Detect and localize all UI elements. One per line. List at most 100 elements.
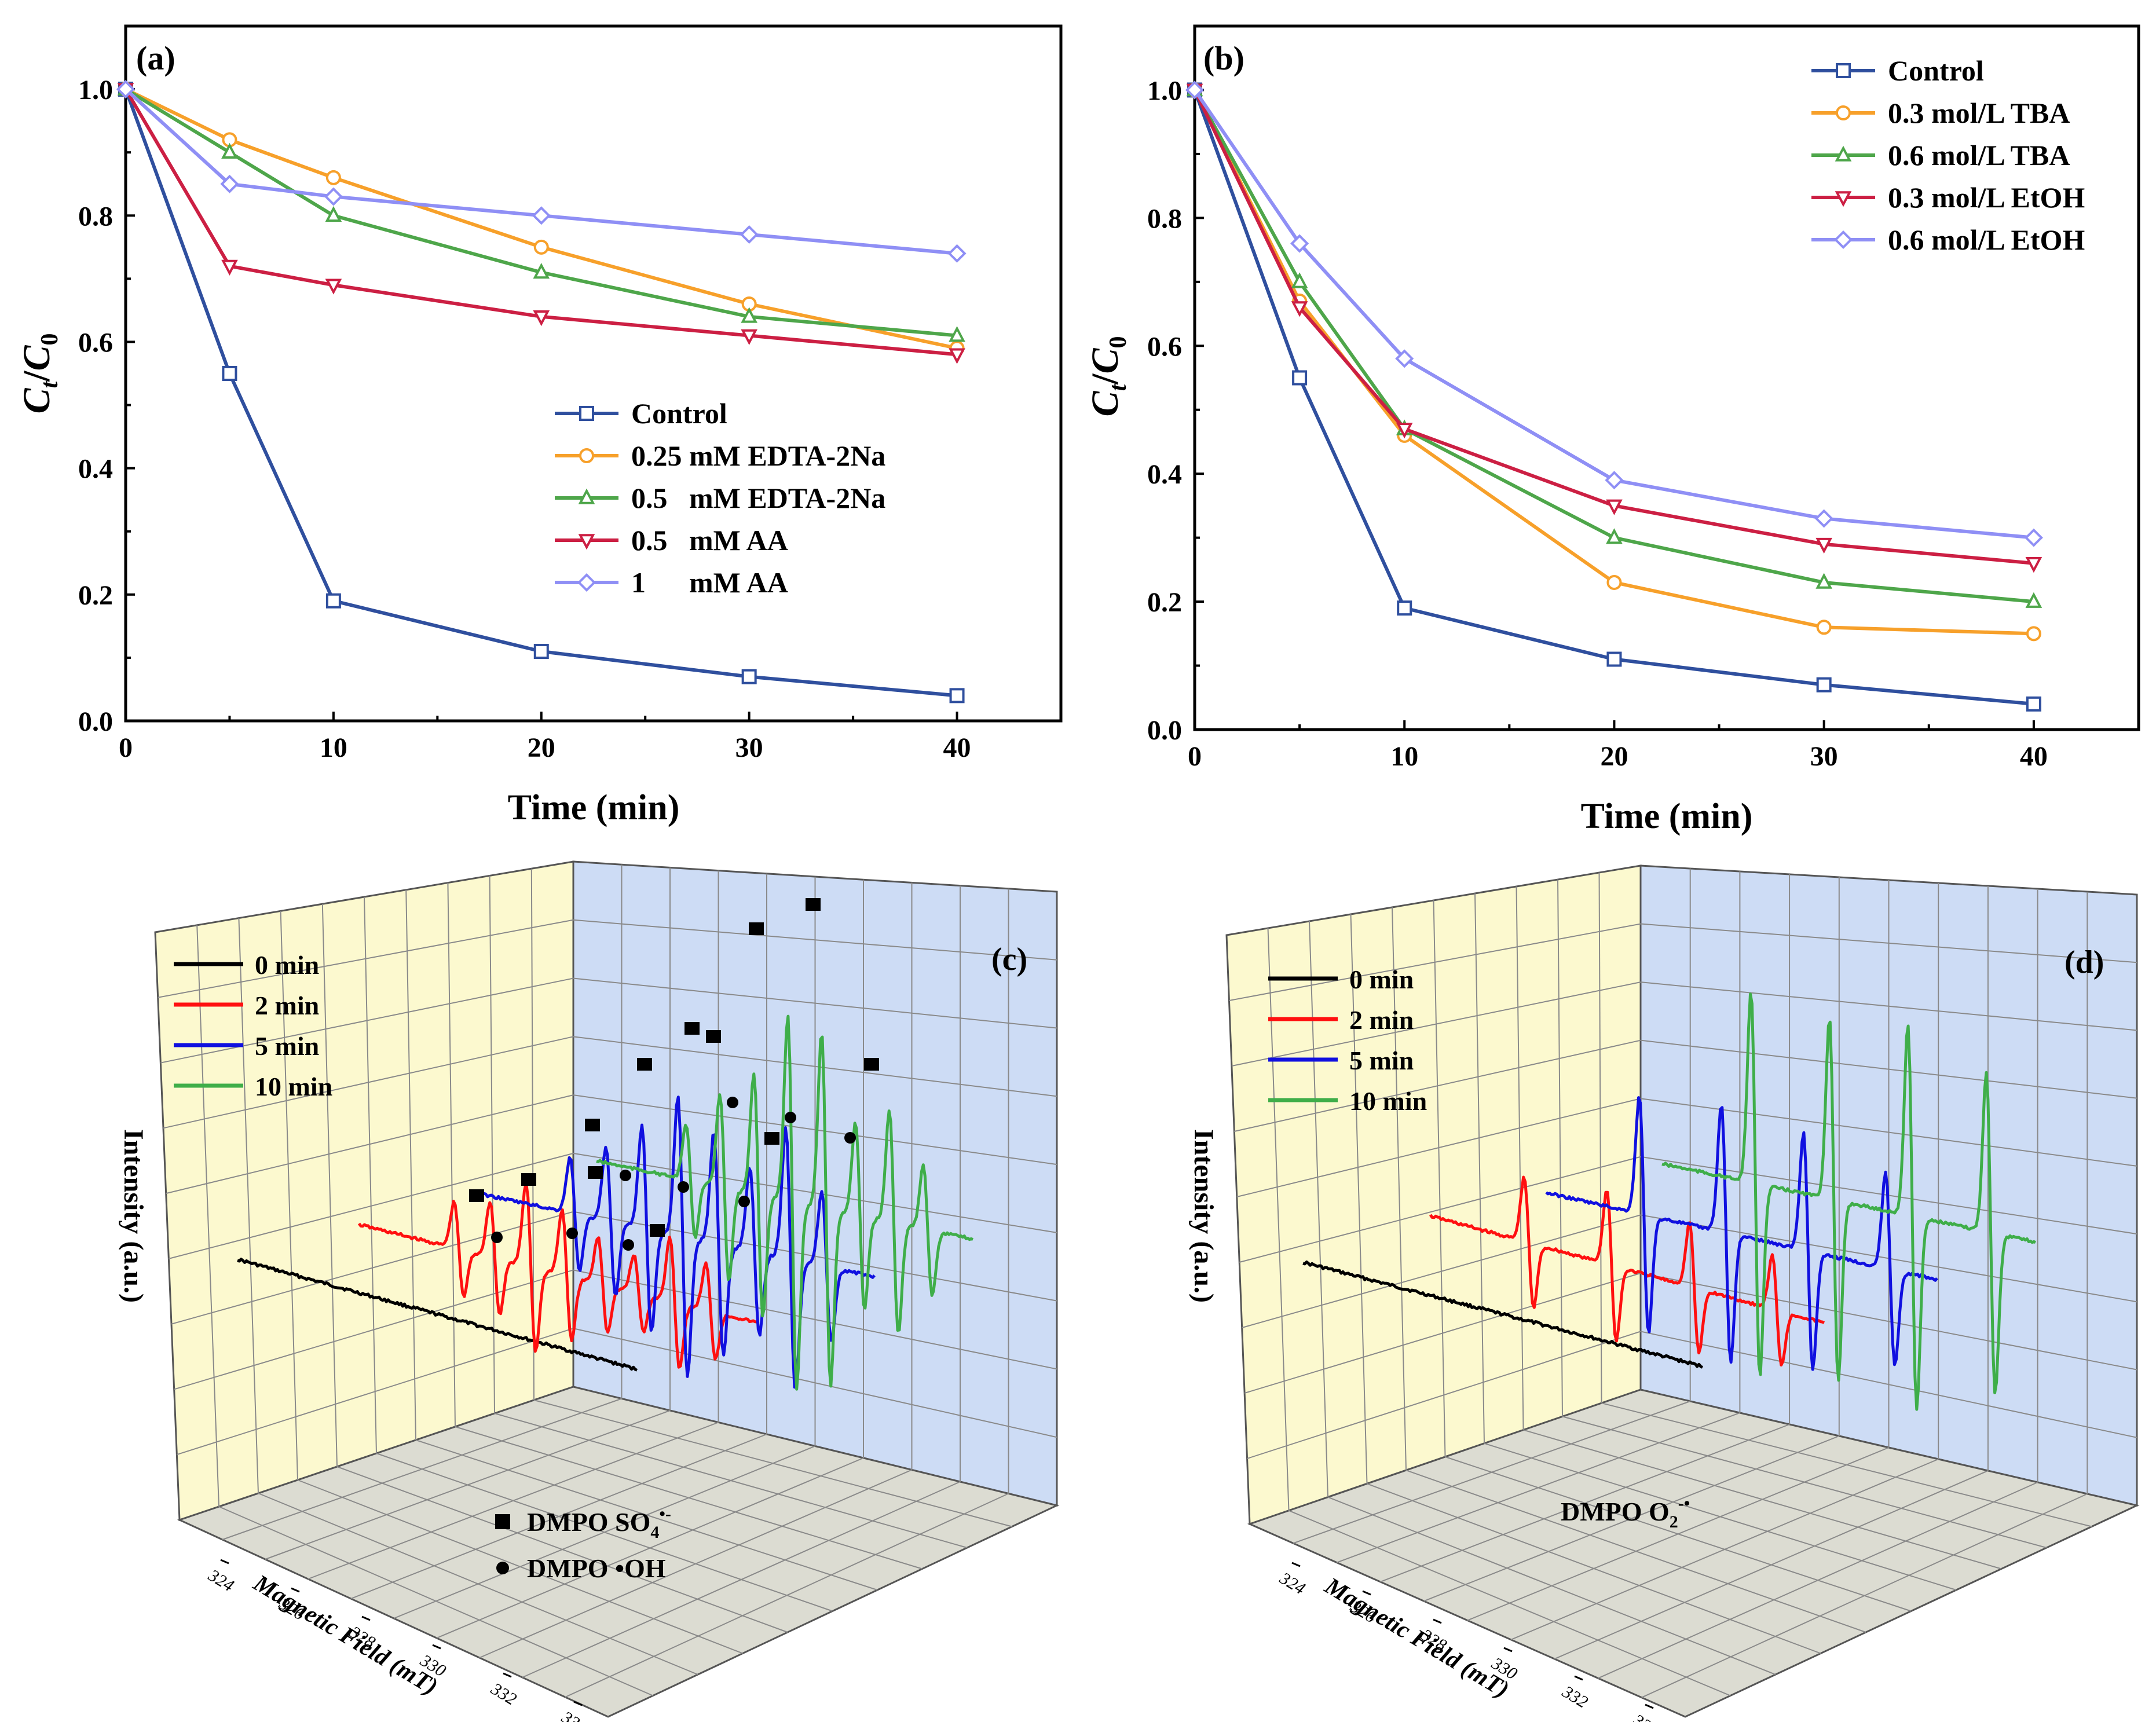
data-point: [949, 688, 965, 704]
data-point: [533, 263, 550, 279]
data-point: [2026, 696, 2041, 712]
grid-line: [364, 896, 377, 1454]
data-point: [325, 170, 341, 185]
trace-5-min: [474, 1096, 876, 1389]
x-tick-label: 30: [735, 732, 763, 763]
grid-line: [1601, 1402, 2092, 1527]
square-peak-marker: [764, 1132, 779, 1145]
grid-line: [1510, 1459, 1939, 1640]
grid-line: [1267, 928, 1290, 1511]
y-title-c0: C: [16, 345, 58, 371]
data-point: [1816, 677, 1832, 693]
series-line: [1193, 89, 2034, 636]
circle-peak-marker: [678, 1181, 689, 1193]
data-point: [1814, 509, 1833, 528]
panel-a-y-axis: 0.0 0.2 0.4 0.6 0.8 1.0: [78, 25, 135, 737]
square-peak-marker: [650, 1224, 665, 1237]
panel-d-label: (d): [2065, 944, 2104, 980]
circle-peak-marker: [566, 1228, 578, 1239]
data-point: [949, 326, 965, 342]
legend-label: 5 min: [1349, 1046, 1414, 1075]
label-main: DMPO SO: [527, 1507, 650, 1537]
panel-b-series: [1185, 80, 2043, 712]
square-peak-marker: [637, 1058, 652, 1071]
circle-peak-marker: [491, 1232, 503, 1243]
data-point: [221, 142, 238, 159]
series-line: [125, 87, 958, 350]
label-main: DMPO O: [1561, 1497, 1670, 1526]
label-subscript: 2: [1670, 1512, 1678, 1532]
field-tick-mark: [361, 1615, 371, 1621]
panel-b-chart: 0.0 0.2 0.4 0.6 0.8 1.0 0 10 20 30 40 (b) Time (m…: [1084, 24, 2140, 836]
data-point: [1816, 620, 1832, 635]
field-tick-mark: [1433, 1618, 1442, 1624]
panel-a-series: [116, 79, 967, 704]
panel-a-label: (a): [136, 39, 175, 77]
data-point: [1291, 301, 1308, 317]
legend-label: 0.25 mM EDTA-2Na: [631, 439, 885, 472]
data-point: [1815, 537, 1832, 554]
field-tick-mark: [573, 1701, 583, 1706]
data-point: [220, 174, 239, 193]
legend-marker: [1835, 145, 1852, 162]
data-point: [533, 239, 549, 255]
trace-5-min: [1545, 1096, 1938, 1371]
circle-peak-marker: [738, 1196, 750, 1207]
y-tick-label: 1.0: [78, 75, 113, 105]
legend-label: 2 min: [255, 991, 319, 1020]
y-title-sub-t: t: [1105, 384, 1132, 391]
legend-label: 10 min: [255, 1072, 332, 1101]
y-title-c: C: [16, 388, 58, 414]
legend-label: 10 min: [1349, 1086, 1427, 1116]
label-subscript: 4: [650, 1523, 659, 1542]
grid-line: [1557, 879, 1563, 1417]
legend-marker: [1833, 230, 1853, 250]
data-point: [533, 310, 550, 327]
panel-b-legend: Control 0.3 mol/L TBA 0.6 mol/L TBA 0.3 mol…: [1811, 54, 2085, 256]
y-title-slash: /: [16, 370, 58, 382]
grid-line: [494, 1413, 968, 1548]
data-point: [741, 669, 757, 684]
data-point: [1606, 528, 1623, 544]
legend-label: 0 min: [1349, 965, 1414, 994]
data-point: [741, 307, 757, 323]
label-superscript: -•: [1678, 1494, 1690, 1513]
panel-a-plot-frame: [124, 24, 1063, 723]
data-point: [533, 644, 549, 659]
square-peak-marker: [585, 1119, 600, 1131]
panel-d-legend: 0 min 2 min 5 min 10 min: [1268, 965, 1427, 1116]
grid-line: [522, 1481, 961, 1678]
series-line: [1193, 89, 2034, 706]
panel-b-x-axis: 0 10 20 30 40: [1188, 720, 2140, 772]
label-main: DMPO •OH: [527, 1554, 666, 1583]
grid-line: [565, 1493, 1009, 1698]
x-tick-label: 40: [2020, 741, 2048, 772]
grid-line: [1467, 1447, 1889, 1621]
y-title-c0: C: [1084, 347, 1126, 373]
legend-marker: [578, 534, 595, 550]
grid-line: [1484, 1442, 1957, 1591]
panel-d-z-axis-title: Intensity (a.u.): [1188, 1129, 1219, 1303]
series-line: [1193, 89, 2034, 604]
y-tick-label: 0.4: [1147, 459, 1182, 490]
data-point: [1397, 600, 1412, 616]
series-line: [124, 89, 957, 698]
field-tick-mark: [1574, 1675, 1583, 1681]
data-point: [1292, 370, 1308, 386]
grid-line: [436, 1457, 864, 1639]
y-title-sub-0: 0: [36, 333, 63, 345]
grid-line: [1474, 893, 1485, 1443]
panel-b-y-axis-title: Ct/C0: [1084, 336, 1132, 416]
square-peak-marker: [521, 1173, 536, 1186]
grid-line: [479, 1469, 912, 1658]
grid-line: [238, 918, 259, 1494]
panel-c-marker-legend: DMPO SO4•- DMPO •OH: [495, 1504, 671, 1583]
y-tick-label: 0.2: [78, 580, 113, 611]
y-tick-label: 0.2: [1147, 587, 1182, 618]
legend-marker: [577, 573, 596, 592]
panel-a-chart: 0.0 0.2 0.4 0.6 0.8 1.0 0 10 20 30 40 (a) Time (m…: [16, 24, 1063, 827]
legend-label: 0 min: [255, 950, 319, 980]
grid-line: [489, 875, 495, 1414]
data-point: [532, 206, 551, 225]
